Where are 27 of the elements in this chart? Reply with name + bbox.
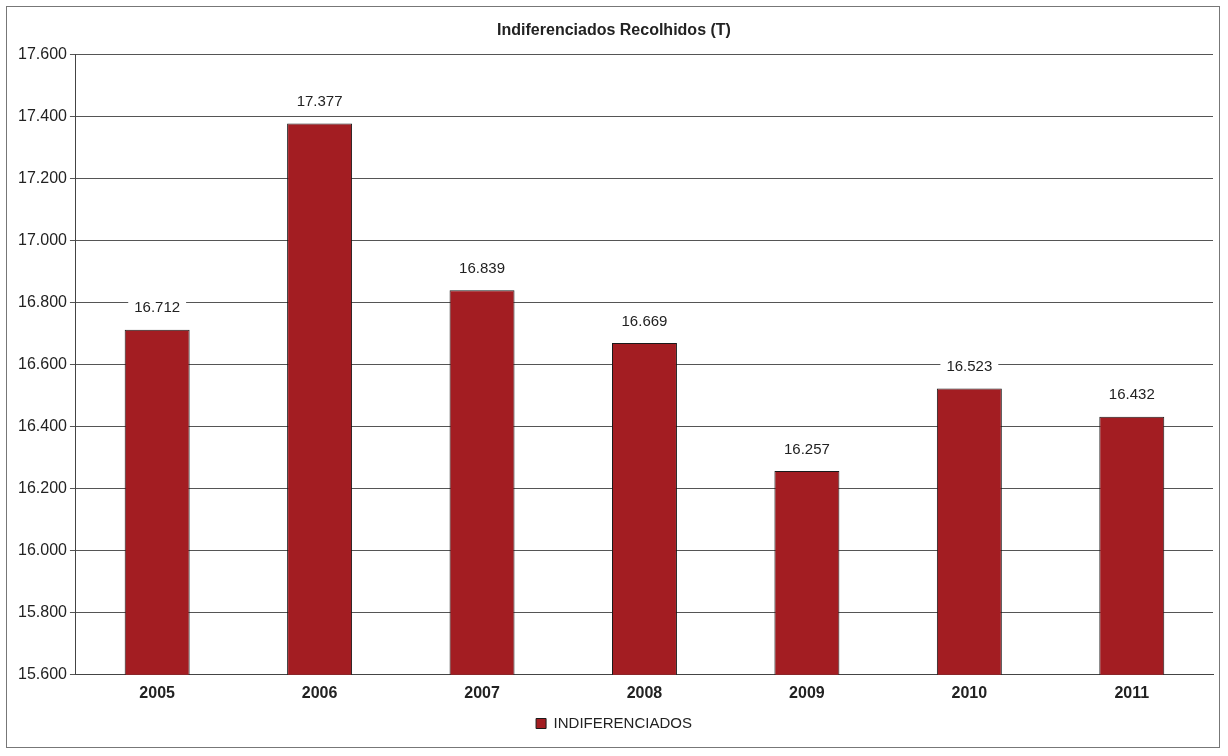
y-tick-label: 16.400 bbox=[18, 416, 68, 434]
y-tick-label: 17.000 bbox=[18, 230, 68, 248]
data-label: 16.669 bbox=[621, 311, 668, 329]
y-tick-label: 16.000 bbox=[18, 541, 68, 559]
x-tick-label: 2009 bbox=[789, 683, 825, 701]
data-label: 16.523 bbox=[946, 357, 993, 375]
x-tick-label: 2005 bbox=[139, 683, 176, 701]
x-tick-label: 2006 bbox=[301, 683, 338, 701]
data-label: 17.377 bbox=[296, 92, 343, 110]
y-tick-label: 15.800 bbox=[18, 603, 68, 621]
data-label: 16.839 bbox=[459, 258, 505, 276]
y-tick-label: 16.200 bbox=[18, 479, 68, 497]
legend-label: INDIFERENCIADOS bbox=[553, 713, 692, 731]
x-tick-label: 2011 bbox=[1114, 683, 1150, 701]
data-label: 16.432 bbox=[1108, 385, 1155, 403]
y-tick-label: 15.600 bbox=[18, 665, 68, 683]
y-tick-label: 16.800 bbox=[18, 292, 68, 310]
data-label: 16.257 bbox=[783, 439, 830, 457]
y-tick-label: 17.600 bbox=[18, 44, 68, 62]
x-tick-label: 2007 bbox=[464, 683, 500, 701]
y-tick-label: 17.200 bbox=[18, 168, 68, 186]
y-tick-label: 16.600 bbox=[18, 354, 68, 372]
x-tick-label: 2008 bbox=[626, 683, 663, 701]
x-tick-label: 2010 bbox=[951, 683, 988, 701]
chart-title: Indiferenciados Recolhidos (T) bbox=[497, 21, 731, 39]
data-label: 16.712 bbox=[134, 298, 181, 316]
y-tick-label: 17.400 bbox=[18, 106, 68, 124]
